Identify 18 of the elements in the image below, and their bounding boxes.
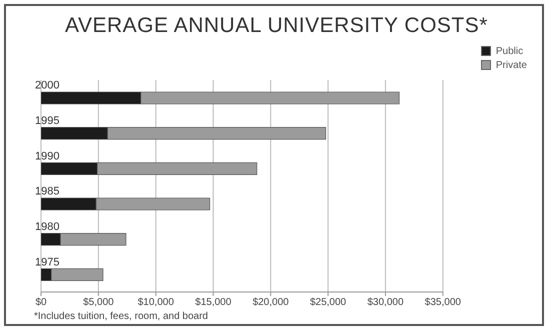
x-tick-label: $30,000 [367, 297, 404, 308]
y-tick-label: 1995 [35, 115, 60, 127]
x-tick-label: $0 [35, 297, 47, 308]
x-tick-label: $15,000 [195, 297, 232, 308]
legend-label: Public [494, 44, 524, 58]
chart-title: AVERAGE ANNUAL UNIVERSITY COSTS* [64, 14, 489, 38]
y-tick-label: 1990 [35, 150, 60, 162]
x-tick-label: $10,000 [138, 297, 174, 308]
x-tick-label: $35,000 [424, 297, 462, 308]
x-tick-label: $20,000 [252, 297, 290, 308]
y-tick-label: 2000 [35, 80, 60, 92]
x-tick-label: $25,000 [310, 297, 347, 308]
y-tick-label: 1980 [35, 221, 60, 233]
y-tick-label: 1985 [35, 186, 60, 198]
text: *Includes tuition, fees, room, and board [34, 311, 208, 322]
y-tick-label: 1975 [35, 256, 60, 268]
x-tick-label: $5,000 [83, 297, 114, 308]
legend-label: Private [494, 58, 527, 72]
